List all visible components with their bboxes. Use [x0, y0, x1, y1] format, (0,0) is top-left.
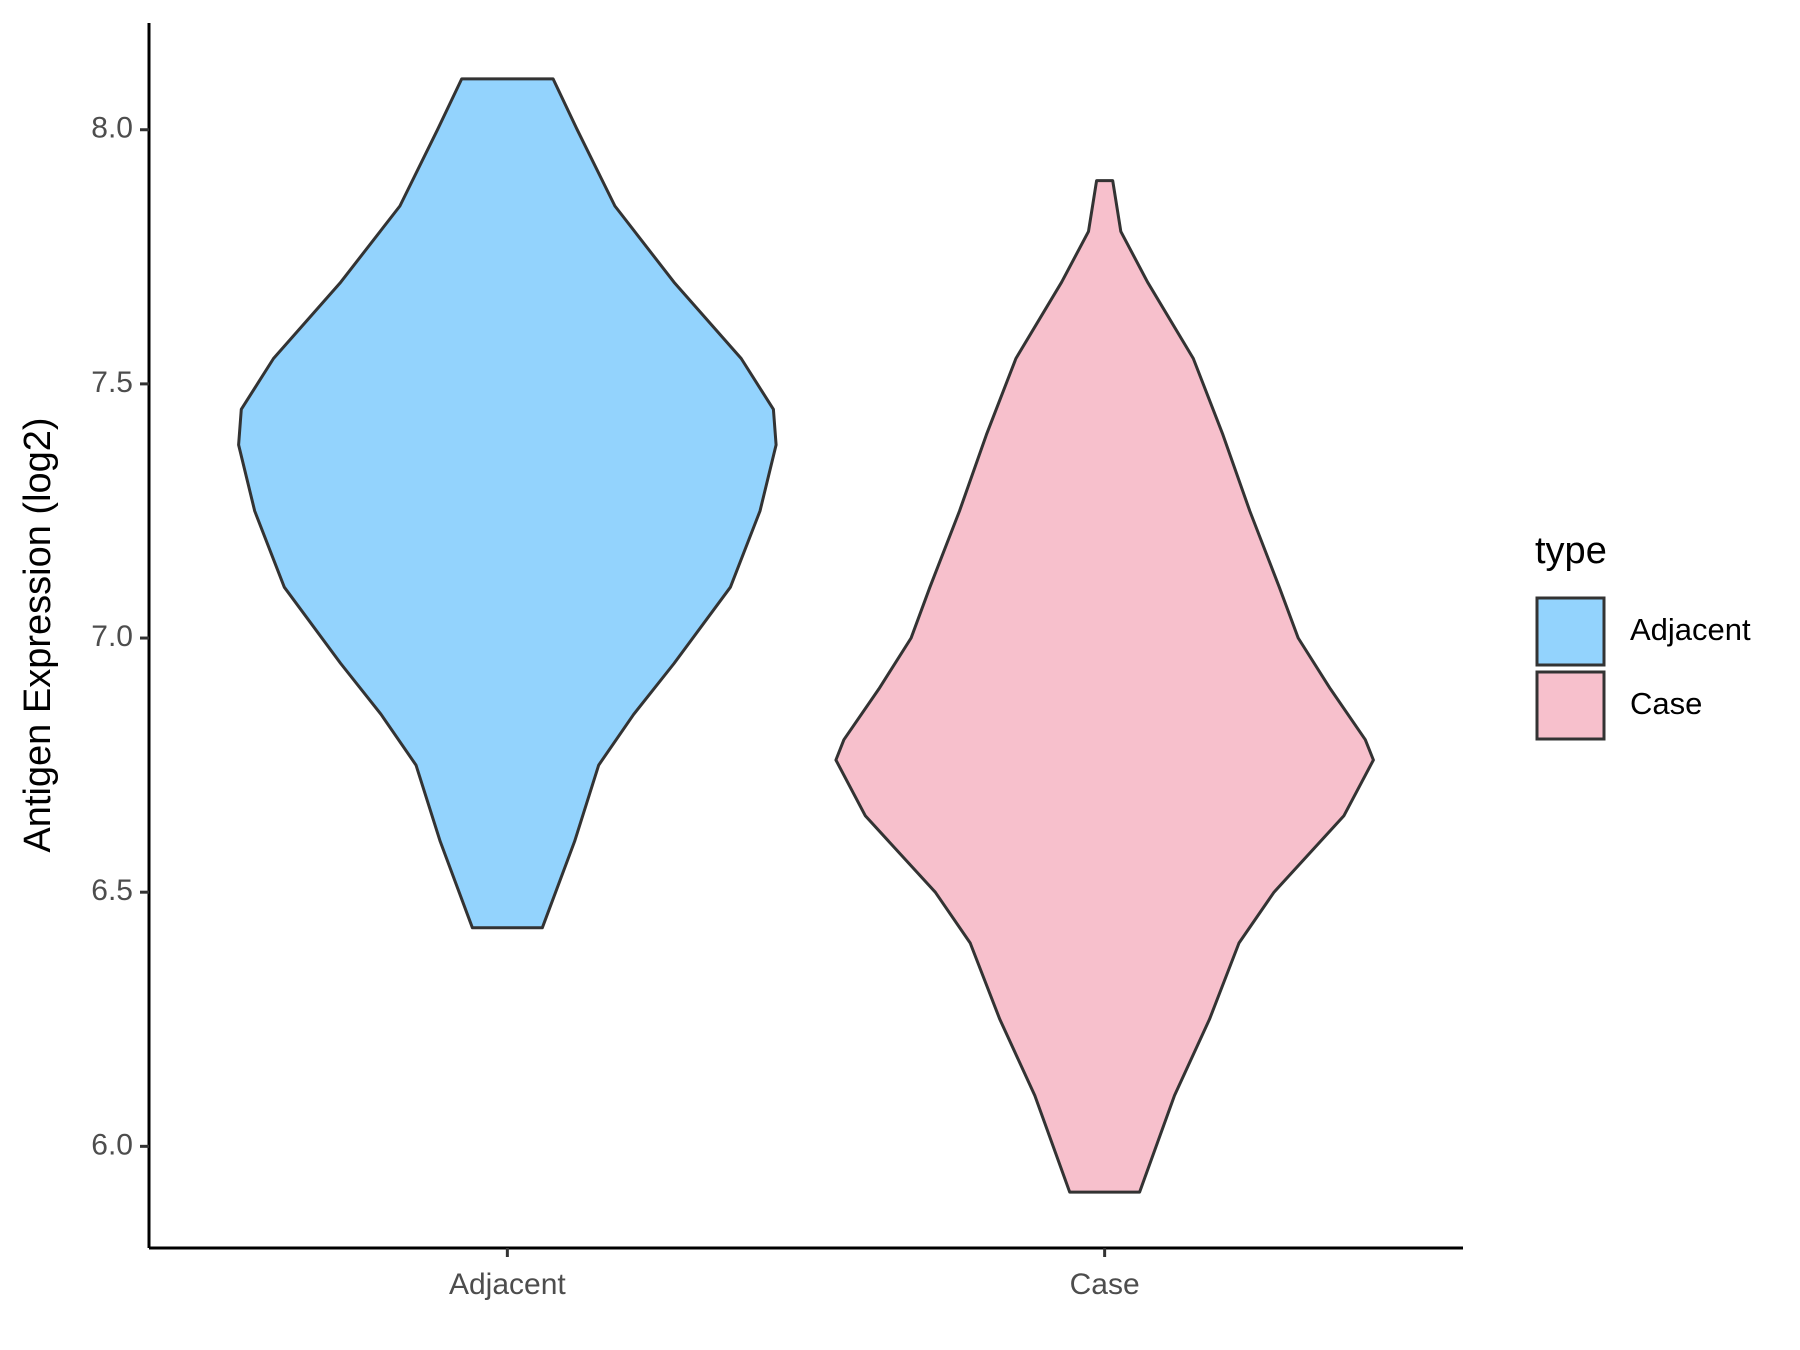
x-tick-label: Case: [1070, 1268, 1140, 1301]
x-tick-label: Adjacent: [449, 1268, 566, 1301]
legend-key: [1535, 596, 1606, 667]
y-axis-title: Antigen Expression (log2): [17, 417, 59, 852]
legend-key: [1535, 670, 1606, 741]
y-tick-label: 8.0: [91, 112, 133, 145]
violin: [237, 77, 778, 930]
y-tick-label: 6.0: [91, 1128, 133, 1161]
y-tick-label: 7.5: [91, 366, 133, 399]
legend-label: Case: [1630, 686, 1702, 721]
y-tick-label: 7.0: [91, 620, 133, 653]
violin: [834, 179, 1375, 1194]
legend-label: Adjacent: [1630, 612, 1751, 647]
legend-title: type: [1535, 530, 1607, 572]
y-tick-label: 6.5: [91, 874, 133, 907]
